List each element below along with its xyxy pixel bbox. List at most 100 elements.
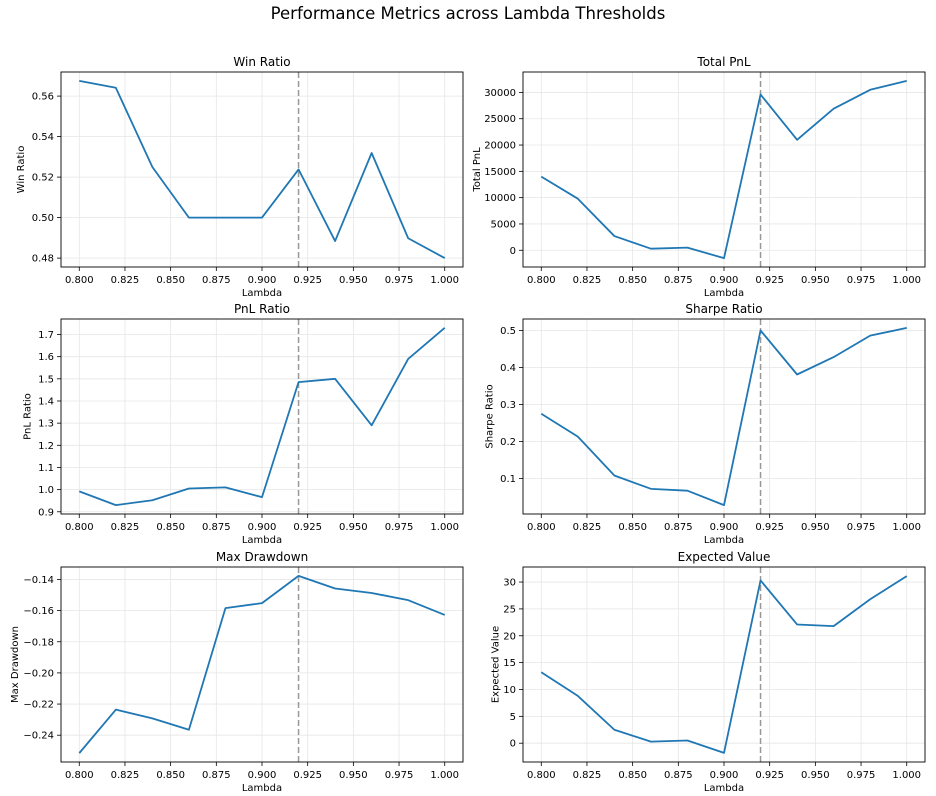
pnl-ratio-data-point bbox=[115, 504, 117, 506]
max-drawdown-x-tick-label: 0.800 bbox=[65, 770, 94, 781]
max-drawdown-data-point bbox=[224, 607, 226, 609]
max-drawdown-x-tick-label: 0.875 bbox=[202, 770, 231, 781]
win-ratio-data-point bbox=[188, 216, 190, 218]
expected-value-x-tick-label: 0.975 bbox=[847, 770, 876, 781]
pnl-ratio-data-point bbox=[334, 378, 336, 380]
win-ratio-x-tick-label: 0.950 bbox=[339, 275, 368, 286]
pnl-ratio-y-tick-label: 1.4 bbox=[38, 396, 54, 407]
win-ratio-series-line bbox=[79, 80, 446, 259]
pnl-ratio-x-tick-label: 1.000 bbox=[430, 522, 459, 533]
max-drawdown-data-point bbox=[370, 592, 372, 594]
pnl-ratio-series-line bbox=[78, 327, 446, 507]
max-drawdown-x-tick-label: 0.925 bbox=[293, 770, 322, 781]
total-pnl-data-point bbox=[613, 235, 615, 237]
sharpe-ratio-x-tick-label: 0.825 bbox=[573, 522, 602, 533]
total-pnl-x-tick-label: 0.975 bbox=[847, 275, 876, 286]
pnl-ratio-panel: 0.800 0.825 0.850 0.875 0.900 0.925 0.950 0.975… bbox=[22, 302, 464, 546]
total-pnl-y-tick-label: 25000 bbox=[484, 114, 516, 125]
total-pnl-data-point bbox=[577, 198, 579, 200]
max-drawdown-x-tick-label: 0.975 bbox=[385, 770, 414, 781]
sharpe-ratio-data-point bbox=[686, 489, 688, 491]
sharpe-ratio-data-point bbox=[759, 329, 761, 331]
max-drawdown-data-point bbox=[151, 717, 153, 719]
sharpe-ratio-x-tick-label: 0.925 bbox=[755, 522, 784, 533]
sharpe-ratio-y-tick-label: 0.3 bbox=[500, 400, 516, 411]
sharpe-ratio-title: Sharpe Ratio bbox=[685, 302, 762, 316]
max-drawdown-y-tick-label: −0.18 bbox=[23, 637, 54, 648]
expected-value-y-tick-label: 5 bbox=[510, 712, 516, 723]
expected-value-data-point bbox=[906, 575, 908, 577]
total-pnl-y-tick-label: 0 bbox=[510, 246, 516, 257]
expected-value-title: Expected Value bbox=[678, 550, 771, 564]
win-ratio-y-tick-label: 0.56 bbox=[32, 92, 54, 103]
max-drawdown-y-tick-label: −0.14 bbox=[23, 575, 54, 586]
sharpe-ratio-x-tick-label: 0.800 bbox=[527, 522, 556, 533]
pnl-ratio-data-point bbox=[297, 381, 299, 383]
figure-title: Performance Metrics across Lambda Thresh… bbox=[270, 4, 666, 23]
total-pnl-data-point bbox=[686, 246, 688, 248]
total-pnl-data-point bbox=[650, 247, 652, 249]
pnl-ratio-y-tick-label: 0.9 bbox=[38, 507, 54, 518]
expected-value-data-point bbox=[577, 695, 579, 697]
win-ratio-panel: 0.800 0.825 0.850 0.875 0.900 0.925 0.950 0.975… bbox=[16, 55, 464, 299]
max-drawdown-y-tick-label: −0.22 bbox=[23, 700, 54, 711]
expected-value-data-point bbox=[759, 579, 761, 581]
max-drawdown-data-point bbox=[115, 708, 117, 710]
sharpe-ratio-y-tick-label: 0.1 bbox=[500, 474, 516, 485]
win-ratio-data-point bbox=[261, 216, 263, 218]
total-pnl-y-tick-label: 30000 bbox=[484, 88, 516, 99]
pnl-ratio-x-axis-label: Lambda bbox=[242, 535, 282, 546]
win-ratio-x-tick-label: 0.850 bbox=[156, 275, 185, 286]
total-pnl-y-axis-label: Total PnL bbox=[472, 147, 483, 193]
sharpe-ratio-y-axis-label: Sharpe Ratio bbox=[484, 384, 495, 448]
expected-value-data-point bbox=[613, 729, 615, 731]
expected-value-x-tick-label: 0.875 bbox=[664, 770, 693, 781]
max-drawdown-y-tick-label: −0.24 bbox=[23, 731, 54, 742]
max-drawdown-data-point bbox=[188, 729, 190, 731]
max-drawdown-data-point bbox=[297, 575, 299, 577]
total-pnl-x-tick-label: 0.900 bbox=[710, 275, 739, 286]
expected-value-x-tick-label: 0.825 bbox=[573, 770, 602, 781]
pnl-ratio-y-tick-label: 1.3 bbox=[38, 419, 54, 430]
total-pnl-x-tick-label: 0.875 bbox=[664, 275, 693, 286]
sharpe-ratio-data-point bbox=[796, 373, 798, 375]
pnl-ratio-data-point bbox=[224, 486, 226, 488]
total-pnl-data-point bbox=[906, 80, 908, 82]
win-ratio-data-point bbox=[370, 152, 372, 154]
win-ratio-data-point bbox=[407, 237, 409, 239]
max-drawdown-panel: 0.800 0.825 0.850 0.875 0.900 0.925 0.950 0.975… bbox=[10, 550, 464, 794]
pnl-ratio-data-point bbox=[188, 487, 190, 489]
sharpe-ratio-y-tick-label: 0.4 bbox=[500, 363, 516, 374]
pnl-ratio-x-tick-label: 0.975 bbox=[385, 522, 414, 533]
sharpe-ratio-x-axis-label: Lambda bbox=[704, 535, 744, 546]
sharpe-ratio-panel: 0.800 0.825 0.850 0.875 0.900 0.925 0.950 0.975… bbox=[484, 302, 926, 546]
total-pnl-data-point bbox=[540, 175, 542, 177]
expected-value-series-line bbox=[540, 575, 908, 754]
total-pnl-data-point bbox=[796, 139, 798, 141]
max-drawdown-x-axis-label: Lambda bbox=[242, 783, 282, 794]
pnl-ratio-data-point bbox=[370, 424, 372, 426]
sharpe-ratio-x-tick-label: 0.975 bbox=[847, 522, 876, 533]
total-pnl-x-axis-label: Lambda bbox=[704, 288, 744, 299]
win-ratio-data-point bbox=[224, 216, 226, 218]
total-pnl-y-tick-label: 20000 bbox=[484, 141, 516, 152]
pnl-ratio-data-point bbox=[444, 327, 446, 329]
pnl-ratio-x-tick-label: 0.875 bbox=[202, 522, 231, 533]
expected-value-data-point bbox=[686, 739, 688, 741]
expected-value-y-tick-label: 30 bbox=[503, 578, 516, 589]
expected-value-x-tick-label: 0.900 bbox=[710, 770, 739, 781]
total-pnl-x-tick-label: 0.925 bbox=[755, 275, 784, 286]
max-drawdown-x-tick-label: 0.850 bbox=[156, 770, 185, 781]
pnl-ratio-data-point bbox=[78, 490, 80, 492]
sharpe-ratio-data-point bbox=[650, 488, 652, 490]
sharpe-ratio-x-tick-label: 0.950 bbox=[801, 522, 830, 533]
win-ratio-x-tick-label: 0.900 bbox=[248, 275, 277, 286]
expected-value-y-axis-label: Expected Value bbox=[491, 626, 502, 703]
max-drawdown-x-tick-label: 0.825 bbox=[111, 770, 140, 781]
win-ratio-x-tick-label: 0.800 bbox=[65, 275, 94, 286]
max-drawdown-y-tick-label: −0.20 bbox=[23, 668, 54, 679]
total-pnl-title: Total PnL bbox=[696, 55, 750, 69]
pnl-ratio-x-tick-label: 0.825 bbox=[111, 522, 140, 533]
pnl-ratio-title: PnL Ratio bbox=[234, 302, 290, 316]
